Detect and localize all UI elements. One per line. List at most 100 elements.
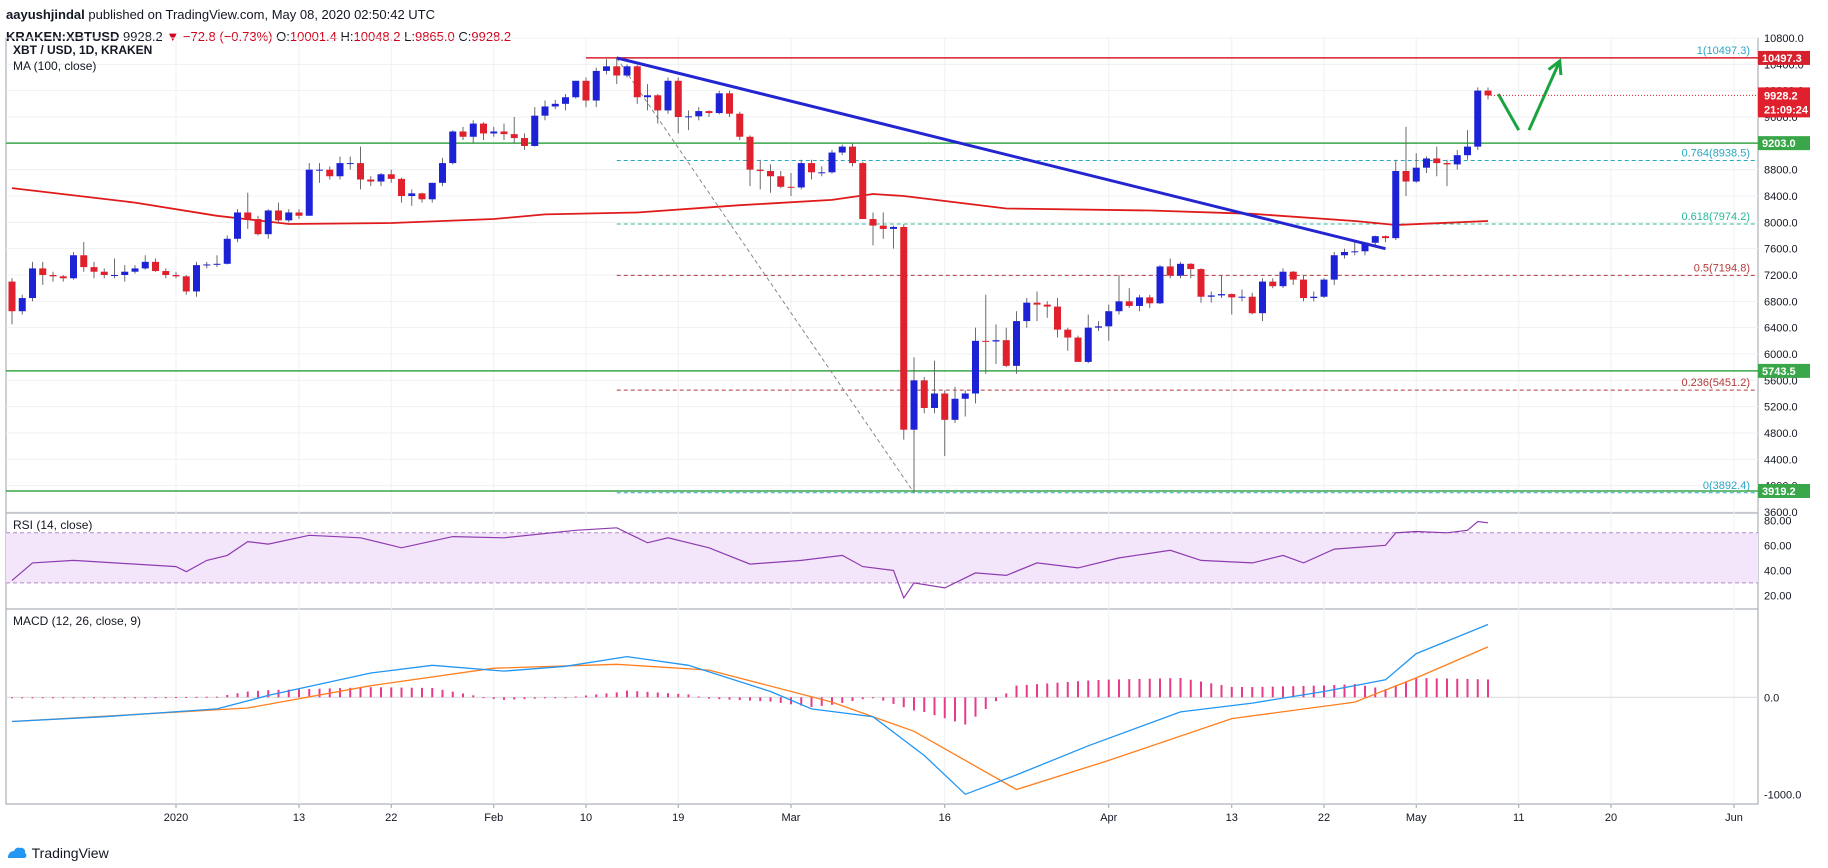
macd-histogram-bar bbox=[1333, 685, 1336, 698]
candle-body bbox=[1033, 302, 1041, 305]
candle-body bbox=[1207, 295, 1215, 297]
rsi-band bbox=[6, 532, 1758, 583]
macd-histogram-bar bbox=[851, 697, 854, 702]
level-price-label: 3919.2 bbox=[1762, 486, 1796, 498]
candle-body bbox=[1054, 306, 1061, 330]
candle-body bbox=[756, 169, 764, 171]
macd-histogram-bar bbox=[1425, 678, 1428, 698]
candle-body bbox=[1013, 321, 1020, 366]
candle-body bbox=[582, 80, 590, 101]
macd-histogram-bar bbox=[123, 697, 126, 699]
macd-histogram-bar bbox=[451, 691, 454, 698]
level-price-label: 9203.0 bbox=[1762, 138, 1796, 150]
macd-line bbox=[11, 623, 1489, 796]
macd-histogram-bar bbox=[1015, 685, 1018, 698]
macd-histogram-bar bbox=[779, 697, 782, 703]
y-tick-label: 8400.0 bbox=[1764, 191, 1798, 203]
close-value: 9928.2 bbox=[471, 29, 512, 44]
rsi-y-tick-label: 40.00 bbox=[1764, 565, 1792, 577]
macd-histogram-bar bbox=[1384, 689, 1387, 698]
macd-histogram-bar bbox=[820, 697, 823, 706]
macd-histogram-bar bbox=[1046, 683, 1049, 698]
macd-histogram-bar bbox=[195, 696, 198, 698]
y-tick-label: 5600.0 bbox=[1764, 375, 1798, 387]
candle-body bbox=[1412, 167, 1420, 182]
macd-histogram-bar bbox=[31, 697, 34, 699]
candle-body bbox=[664, 80, 672, 111]
candle-body bbox=[203, 264, 211, 266]
candle-body bbox=[1310, 296, 1318, 299]
candle-body bbox=[1269, 281, 1277, 287]
macd-histogram-bar bbox=[1364, 685, 1366, 698]
macd-histogram-bar bbox=[1282, 686, 1284, 698]
candle-body bbox=[633, 66, 641, 98]
candle-body bbox=[254, 219, 262, 235]
macd-histogram-bar bbox=[1394, 685, 1397, 698]
candle-body bbox=[1484, 90, 1492, 96]
macd-histogram-bar bbox=[52, 697, 54, 699]
macd-histogram-bar bbox=[974, 697, 977, 717]
macd-histogram-bar bbox=[882, 697, 885, 701]
macd-histogram-bar bbox=[995, 697, 997, 702]
macd-histogram-bar bbox=[861, 697, 864, 700]
x-tick-label: Mar bbox=[782, 812, 801, 824]
macd-histogram-bar bbox=[933, 697, 936, 716]
fib-anchor-line bbox=[616, 57, 915, 494]
y-tick-label: 5200.0 bbox=[1764, 402, 1798, 414]
x-tick-label: 2020 bbox=[164, 812, 188, 824]
candle-body bbox=[613, 66, 621, 76]
candle-body bbox=[1187, 263, 1195, 270]
macd-histogram-bar bbox=[62, 697, 65, 699]
candle-body bbox=[1300, 279, 1307, 299]
macd-histogram-bar bbox=[359, 687, 362, 698]
macd-histogram-bar bbox=[185, 696, 188, 698]
candle-body bbox=[1351, 251, 1359, 253]
candle-body bbox=[1361, 242, 1369, 252]
x-tick-label: 11 bbox=[1513, 812, 1524, 824]
y-tick-label: 8000.0 bbox=[1764, 217, 1798, 229]
macd-histogram-bar bbox=[533, 697, 536, 699]
macd-histogram-bar bbox=[1128, 679, 1131, 698]
candle-body bbox=[346, 163, 354, 165]
open-label: O: bbox=[276, 29, 290, 44]
candle-body bbox=[1136, 297, 1143, 306]
ma100-line bbox=[11, 187, 1489, 226]
author-name[interactable]: aayushjindal bbox=[6, 7, 85, 22]
macd-histogram-bar bbox=[1353, 684, 1356, 698]
macd-histogram-bar bbox=[298, 689, 300, 698]
symbol-label[interactable]: KRAKEN:XBTUSD bbox=[6, 29, 120, 44]
macd-histogram-bar bbox=[1097, 680, 1100, 698]
candle-body bbox=[264, 210, 272, 235]
macd-histogram-bar bbox=[82, 697, 85, 699]
candle-body bbox=[1382, 236, 1389, 239]
macd-histogram-bar bbox=[1312, 685, 1315, 698]
macd-histogram-bar bbox=[1148, 678, 1151, 698]
y-tick-label: 4800.0 bbox=[1764, 428, 1798, 440]
fib-level-label: 0.618(7974.2) bbox=[1682, 211, 1751, 223]
rsi-title: RSI (14, close) bbox=[13, 518, 92, 532]
candle-body bbox=[59, 276, 67, 279]
candle-body bbox=[8, 281, 16, 312]
macd-histogram-bar bbox=[1087, 680, 1090, 698]
macd-histogram-bar bbox=[1487, 679, 1489, 698]
candle-body bbox=[1074, 337, 1082, 362]
footer-brand[interactable]: TradingView bbox=[6, 842, 109, 864]
macd-histogram-bar bbox=[103, 697, 106, 699]
candle-body bbox=[828, 152, 836, 173]
macd-histogram-bar bbox=[236, 693, 239, 698]
candle-body bbox=[695, 111, 703, 117]
macd-histogram-bar bbox=[308, 688, 311, 698]
candle-body bbox=[70, 255, 77, 279]
candle-body bbox=[131, 268, 139, 272]
macd-histogram-bar bbox=[1476, 679, 1479, 698]
macd-histogram-bar bbox=[1292, 686, 1295, 698]
level-price-box bbox=[1758, 483, 1810, 498]
macd-histogram-bar bbox=[585, 695, 587, 698]
macd-histogram-bar bbox=[708, 697, 710, 699]
candle-body bbox=[531, 115, 539, 146]
fib-level-label: 0(3892.4) bbox=[1703, 480, 1750, 492]
macd-histogram-bar bbox=[656, 692, 659, 698]
y-tick-label: 8800.0 bbox=[1764, 165, 1798, 177]
fib-level-label: 0.236(5451.2) bbox=[1682, 377, 1751, 389]
